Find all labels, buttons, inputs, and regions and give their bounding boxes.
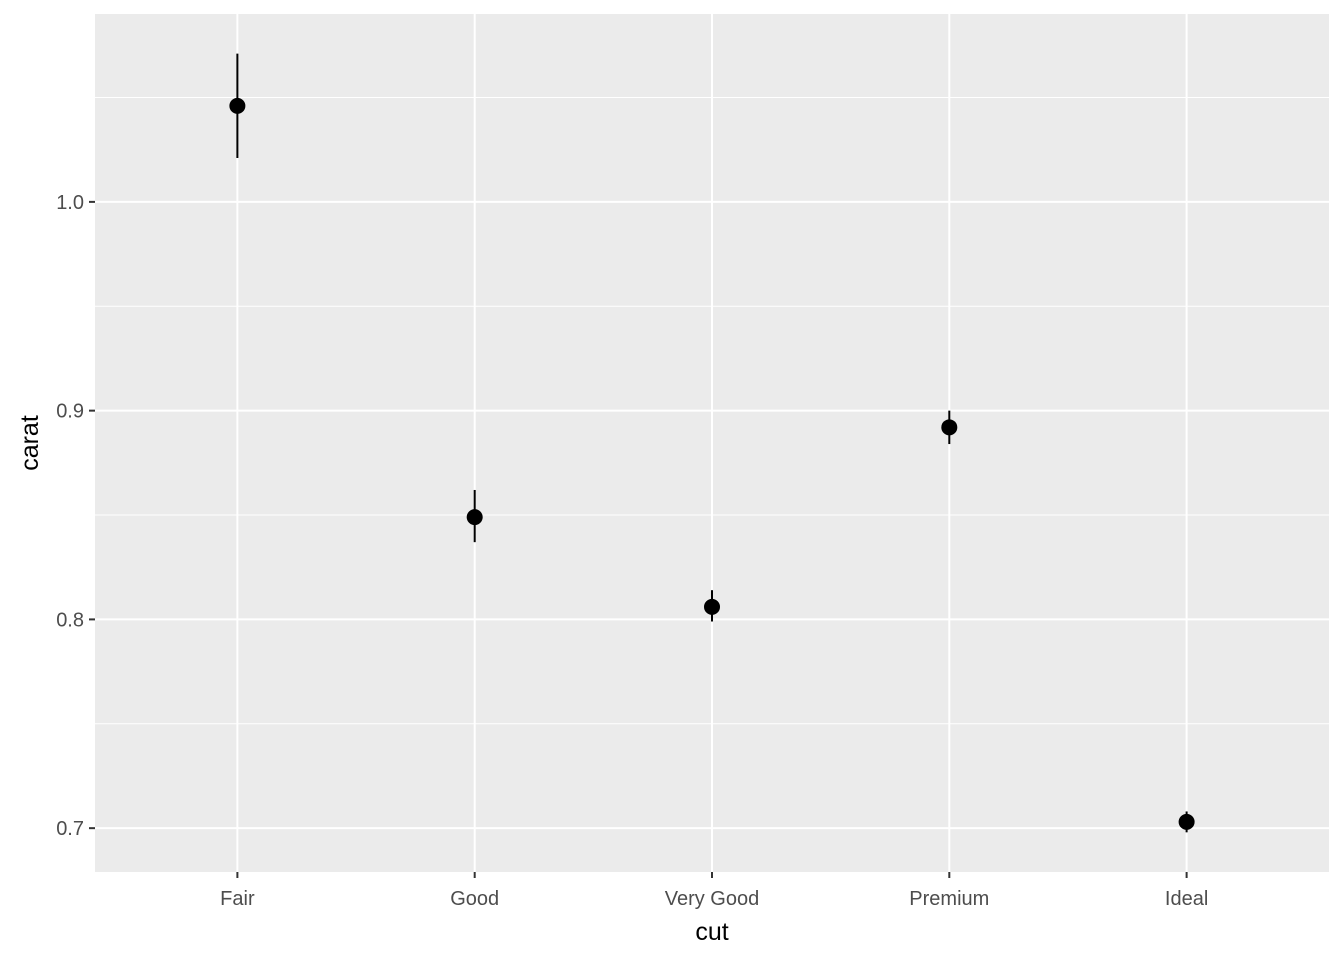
data-point <box>1178 813 1195 830</box>
x-axis-title: cut <box>695 918 728 946</box>
x-tick-label: Fair <box>220 888 255 910</box>
y-axis-title: carat <box>16 415 44 471</box>
y-tick-label: 0.9 <box>56 401 84 423</box>
x-axis-ticks: Fair Good Very Good Premium Ideal <box>220 872 1208 910</box>
data-point <box>704 598 720 615</box>
data-point <box>229 97 246 114</box>
x-tick-label: Very Good <box>665 888 760 910</box>
y-tick-label: 0.8 <box>56 609 84 631</box>
x-tick-label: Ideal <box>1165 888 1208 910</box>
data-marks <box>229 53 1195 833</box>
data-point <box>466 509 483 526</box>
y-tick-label: 0.7 <box>56 818 84 840</box>
data-point <box>941 419 958 436</box>
x-tick-label: Good <box>450 888 499 910</box>
y-tick-label: 1.0 <box>56 192 84 214</box>
y-axis-ticks: 0.7 0.8 0.9 1.0 <box>56 192 95 840</box>
x-tick-label: Premium <box>909 888 989 910</box>
